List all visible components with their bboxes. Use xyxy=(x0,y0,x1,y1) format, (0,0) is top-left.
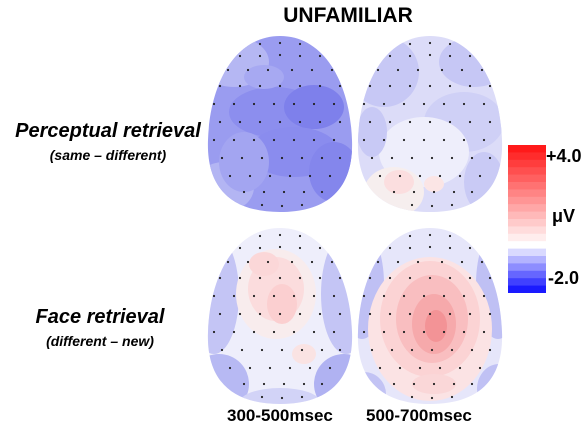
electrode-dots-c xyxy=(212,233,342,400)
colorbar-cell xyxy=(508,196,546,205)
colorbar-cell xyxy=(508,204,546,213)
colorbar-cell xyxy=(508,270,546,279)
topo-map-face-500-700 xyxy=(357,228,503,404)
row-label-perceptual-main: Perceptual retrieval xyxy=(15,120,201,142)
column-label-300-500: 300-500msec xyxy=(227,406,333,425)
electrode-dots-b xyxy=(362,41,492,208)
topo-map-face-300-500 xyxy=(207,228,353,404)
colorbar-cell xyxy=(508,159,546,168)
colorbar-cell xyxy=(508,211,546,220)
row-label-perceptual-sub: (same – different) xyxy=(49,147,167,163)
colorbar-cell xyxy=(508,248,546,257)
electrode-dots-a xyxy=(212,41,342,208)
colorbar-cell xyxy=(508,233,546,242)
colorbar-cell xyxy=(508,226,546,235)
colorbar-max-label: +4.0 xyxy=(546,146,582,166)
colorbar-cell xyxy=(508,145,546,153)
colorbar-cell xyxy=(508,167,546,176)
colorbar-cell xyxy=(508,189,546,198)
colorbar-cell xyxy=(508,219,546,227)
colorbar-cell xyxy=(508,182,546,190)
row-label-perceptual: Perceptual retrieval (same – different) xyxy=(8,120,208,163)
colorbar-cell xyxy=(508,285,546,293)
topo-map-perceptual-500-700 xyxy=(357,36,503,212)
colorbar-min-label: -2.0 xyxy=(548,268,580,288)
colorbar-cell xyxy=(508,174,546,183)
column-label-500-700: 500-700msec xyxy=(366,406,472,425)
colorbar-unit-label: μV xyxy=(552,206,576,226)
colorbar-cell xyxy=(508,241,546,250)
colorbar-cell xyxy=(508,263,546,272)
colorbar xyxy=(508,145,546,293)
colorbar-cell xyxy=(508,152,546,161)
colorbar-cells xyxy=(508,145,546,293)
row-label-face-main: Face retrieval xyxy=(35,306,165,328)
row-label-face-sub: (different – new) xyxy=(46,333,154,349)
row-label-face: Face retrieval (different – new) xyxy=(0,306,200,349)
electrode-dots-d xyxy=(362,233,492,400)
colorbar-cell xyxy=(508,256,546,264)
figure-title: UNFAMILIAR xyxy=(283,4,413,27)
colorbar-cell xyxy=(508,278,546,287)
topo-map-perceptual-300-500 xyxy=(207,36,353,212)
